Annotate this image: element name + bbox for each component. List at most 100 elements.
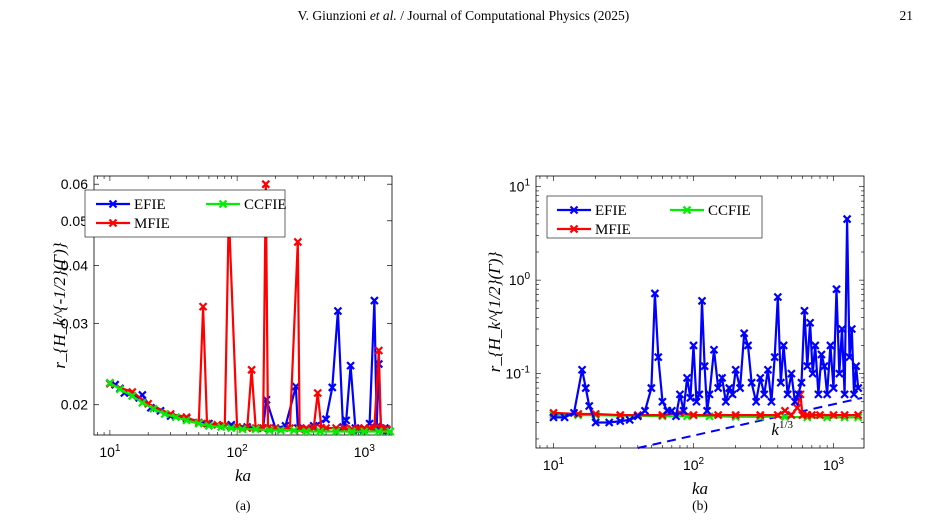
y-tick-label-exp: 0 — [524, 271, 530, 282]
data-point — [721, 397, 731, 407]
data-point — [731, 410, 740, 420]
data-point — [105, 378, 115, 388]
x-axis-label: ka — [235, 466, 251, 485]
legend-marker — [569, 224, 579, 234]
data-point — [302, 427, 311, 436]
data-point — [847, 324, 857, 334]
data-point — [160, 409, 170, 419]
data-point — [792, 403, 802, 413]
legend-label: EFIE — [595, 203, 627, 219]
legend-label: MFIE — [134, 216, 170, 232]
data-point — [569, 408, 579, 418]
annotation-base: k — [771, 420, 779, 439]
data-point — [370, 296, 379, 305]
running-head: V. Giunzioni et al. / Journal of Computa… — [297, 8, 630, 23]
data-point — [577, 365, 587, 375]
data-point — [261, 179, 271, 189]
data-point — [779, 341, 788, 350]
data-point — [591, 418, 600, 427]
legend-marker — [218, 199, 228, 209]
y-tick-label-exp: 1 — [524, 178, 530, 189]
y-axis-label: r_{H_k^{-1/2}(Γ)} — [50, 242, 69, 368]
data-point — [756, 373, 765, 383]
data-point — [333, 306, 343, 316]
legend-box — [84, 189, 286, 238]
x-tick-label-exp: 2 — [242, 443, 248, 454]
data-point — [731, 365, 740, 375]
data-point — [675, 390, 685, 399]
legend: EFIE CCFIE MFIE — [546, 195, 763, 239]
series-efie — [549, 214, 863, 427]
journal-name: Journal of Computational Physics (2025) — [407, 8, 630, 23]
data-point — [374, 346, 384, 355]
data-point — [840, 410, 849, 420]
data-point — [842, 214, 852, 224]
data-point — [709, 345, 719, 355]
legend: EFIE CCFIE MFIE — [84, 189, 287, 238]
data-point — [717, 373, 727, 383]
x-tick-label-base: 10 — [99, 444, 115, 460]
data-point — [194, 419, 204, 428]
legend-label: CCFIE — [708, 203, 751, 219]
data-point — [713, 410, 723, 420]
legend-marker — [108, 218, 118, 228]
data-point — [783, 390, 792, 399]
legend-label: EFIE — [134, 197, 166, 213]
data-point — [265, 426, 274, 435]
y-tick-label: 101 — [509, 178, 531, 195]
data-point — [797, 378, 806, 387]
data-point — [756, 410, 765, 420]
legend-item-mfie: MFIE — [96, 216, 170, 232]
data-point — [315, 427, 325, 436]
legend-item-ccfie: CCFIE — [670, 203, 751, 219]
annotation-exp: 1/3 — [779, 419, 794, 431]
data-point — [671, 411, 681, 421]
data-point — [347, 427, 357, 436]
data-point — [747, 378, 756, 387]
data-point — [822, 390, 832, 399]
annotation: k1/3 — [771, 419, 793, 439]
x-tick-label: 101 — [99, 443, 121, 460]
data-point — [770, 352, 779, 362]
data-point — [851, 361, 861, 371]
data-point — [807, 410, 817, 420]
data-point — [616, 416, 625, 426]
data-point — [840, 390, 849, 399]
legend-item-ccfie: CCFIE — [206, 197, 287, 213]
legend-item-efie: EFIE — [557, 203, 627, 219]
data-point — [787, 369, 796, 378]
data-point — [702, 406, 712, 416]
y-tick-label: 0.02 — [61, 397, 88, 413]
data-point — [800, 306, 809, 316]
legend-marker — [682, 205, 692, 215]
data-point — [814, 390, 823, 399]
data-point — [251, 424, 260, 434]
legend-marker — [108, 199, 118, 209]
data-point — [826, 341, 835, 350]
data-point — [171, 412, 181, 422]
data-point — [313, 388, 322, 398]
data-point — [604, 418, 614, 427]
minor-ticks — [536, 176, 864, 448]
data-point — [238, 424, 247, 434]
y-tick-label: 0.03 — [61, 315, 88, 331]
data-point — [695, 390, 704, 399]
data-point — [743, 341, 753, 350]
page-header: V. Giunzioni et al. / Journal of Computa… — [0, 8, 927, 28]
data-point — [686, 393, 695, 403]
y-tick-label-exp: -1 — [521, 365, 530, 376]
data-point — [346, 361, 355, 370]
x-tick-label: 103 — [354, 443, 376, 460]
data-point — [787, 410, 796, 420]
data-point — [374, 427, 384, 436]
legend-box — [546, 195, 763, 239]
data-point — [204, 421, 214, 431]
data-point — [767, 397, 776, 407]
data-point — [138, 398, 147, 408]
data-point — [198, 302, 208, 311]
data-point — [679, 406, 688, 416]
data-point — [321, 415, 331, 424]
data-point — [705, 390, 714, 399]
data-point — [227, 423, 236, 433]
data-point — [705, 411, 714, 421]
